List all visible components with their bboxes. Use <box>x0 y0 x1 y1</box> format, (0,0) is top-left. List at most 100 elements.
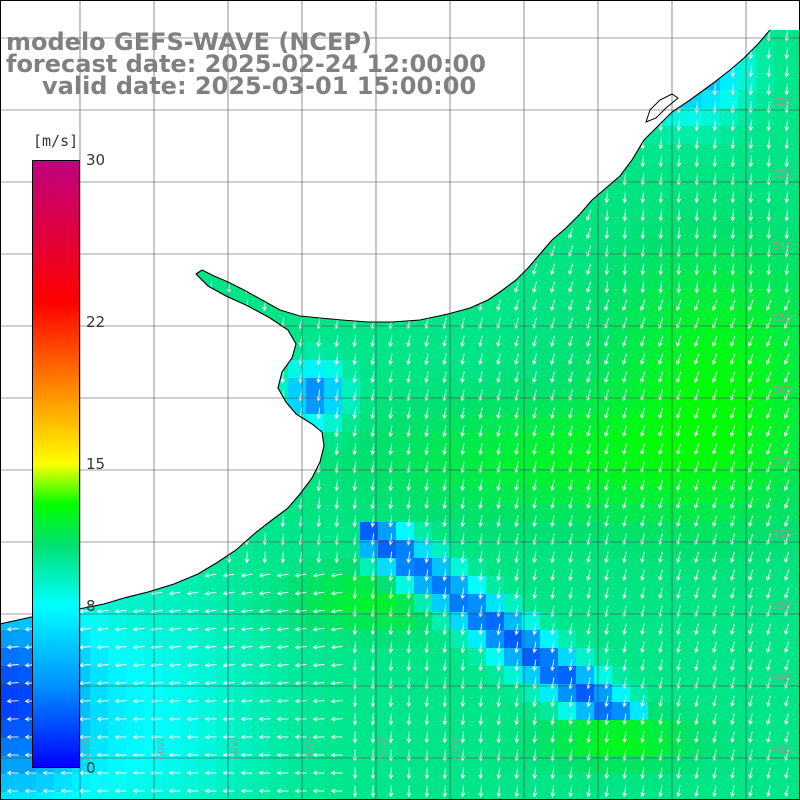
wind-arrow <box>586 30 592 41</box>
wind-speed-cell <box>360 540 379 559</box>
wind-speed-cell <box>486 666 505 685</box>
wind-arrow <box>172 551 178 564</box>
wind-arrow <box>244 425 250 438</box>
wind-arrow <box>748 65 754 78</box>
wind-speed-cell <box>738 522 757 541</box>
wind-arrow <box>766 641 771 654</box>
wind-speed-cell <box>522 756 541 775</box>
wind-speed-cell <box>720 558 739 577</box>
wind-speed-cell <box>306 144 325 163</box>
wind-arrow <box>532 263 538 276</box>
wind-arrow <box>568 785 573 798</box>
wind-arrow <box>658 47 664 60</box>
wind-speed-cell <box>648 702 667 721</box>
wind-speed-cell <box>450 162 469 181</box>
wind-arrow <box>514 767 520 780</box>
wind-speed-cell <box>504 504 523 523</box>
wind-arrow <box>114 698 127 704</box>
wind-arrow <box>712 695 717 708</box>
wind-speed-cell <box>0 774 19 793</box>
wind-arrow <box>532 83 538 96</box>
wind-speed-cell <box>216 774 235 793</box>
wind-arrow <box>406 281 411 294</box>
wind-arrow <box>334 407 339 420</box>
wind-speed-cell <box>270 180 289 199</box>
wind-speed-cell <box>342 720 361 739</box>
wind-speed-cell <box>486 324 505 343</box>
wind-speed-cell <box>360 522 379 541</box>
wind-arrow <box>604 101 610 114</box>
wind-arrow <box>370 209 375 222</box>
wind-speed-cell <box>792 252 800 271</box>
wind-arrow <box>730 83 736 96</box>
wind-arrow <box>64 101 70 114</box>
wind-speed-cell <box>468 396 487 415</box>
wind-speed-cell <box>288 108 307 127</box>
wind-arrow <box>496 515 501 528</box>
wind-speed-cell <box>180 540 199 559</box>
wind-speed-cell <box>216 378 235 397</box>
wind-arrow <box>514 209 520 222</box>
wind-speed-cell <box>666 378 685 397</box>
wind-arrow <box>514 65 520 78</box>
wind-arrow <box>370 335 375 348</box>
wind-arrow <box>676 389 682 402</box>
wind-arrow <box>100 407 106 420</box>
wind-arrow <box>460 587 465 600</box>
wind-speed-cell <box>432 432 451 451</box>
wind-speed-cell <box>774 468 793 487</box>
wind-speed-cell <box>720 144 739 163</box>
wind-speed-cell <box>468 666 487 685</box>
wind-speed-cell <box>324 720 343 739</box>
wind-arrow <box>640 47 646 60</box>
wind-arrow <box>424 713 430 726</box>
wind-speed-cell <box>666 648 685 667</box>
wind-arrow <box>370 137 375 150</box>
wind-arrow <box>442 245 447 258</box>
wind-speed-cell <box>126 594 145 613</box>
wind-arrow <box>406 209 411 222</box>
wind-arrow <box>568 209 574 222</box>
wind-arrow <box>640 281 646 294</box>
wind-speed-cell <box>720 72 739 91</box>
wind-arrow <box>276 573 289 578</box>
wind-speed-cell <box>774 0 793 19</box>
wind-arrow <box>532 497 537 510</box>
wind-speed-cell <box>576 432 595 451</box>
wind-speed-cell <box>144 144 163 163</box>
wind-speed-cell <box>738 756 757 775</box>
wind-arrow <box>748 533 754 546</box>
wind-arrow <box>370 263 375 276</box>
wind-speed-cell <box>612 486 631 505</box>
wind-arrow <box>312 752 325 758</box>
wind-speed-cell <box>378 126 397 145</box>
wind-speed-cell <box>162 540 181 559</box>
wind-arrow <box>118 551 124 564</box>
wind-arrow <box>10 551 16 564</box>
wind-speed-cell <box>504 684 523 703</box>
wind-speed-cell <box>414 324 433 343</box>
wind-speed-cell <box>450 612 469 631</box>
wind-speed-cell <box>180 342 199 361</box>
wind-arrow <box>622 587 627 600</box>
wind-arrow <box>370 443 375 456</box>
wind-arrow <box>190 461 196 474</box>
wind-speed-cell <box>558 684 577 703</box>
wind-arrow <box>136 389 142 402</box>
wind-arrow <box>712 191 718 204</box>
wind-speed-cell <box>702 522 721 541</box>
wind-speed-cell <box>720 90 739 109</box>
wind-speed-cell <box>702 270 721 289</box>
wind-speed-cell <box>90 756 109 775</box>
wind-arrow <box>676 497 681 510</box>
wind-speed-cell <box>414 396 433 415</box>
wind-speed-cell <box>414 504 433 523</box>
wind-arrow <box>478 209 483 222</box>
wind-speed-cell <box>360 504 379 523</box>
wind-speed-cell <box>144 126 163 145</box>
wind-arrow <box>514 623 519 636</box>
wind-arrow <box>604 551 609 564</box>
wind-speed-cell <box>396 720 415 739</box>
wind-arrow <box>154 425 160 438</box>
